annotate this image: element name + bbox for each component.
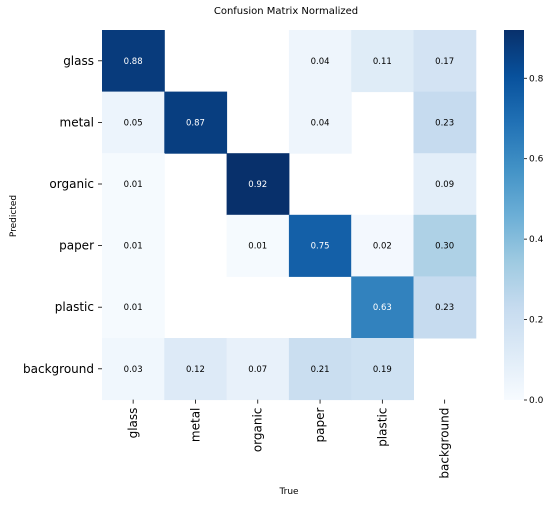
cell-value-label: 0.05 (124, 118, 143, 128)
cell-value-label: 0.75 (311, 242, 330, 252)
cell-value-label: 0.01 (124, 303, 143, 313)
heatmap-cell (288, 91, 352, 154)
colorbar (504, 30, 524, 400)
cell-value-label: 0.04 (311, 57, 330, 67)
heatmap-cell (351, 276, 414, 339)
colorbar-tick-label: 0.6 (529, 155, 544, 165)
cell-value-label: 0.30 (435, 242, 454, 252)
y-tick-label: paper (59, 239, 94, 253)
heatmap-cell (164, 91, 228, 154)
cell-value-label: 0.02 (373, 242, 392, 252)
heatmap-cell (413, 30, 477, 93)
x-tick-label: glass (126, 408, 140, 439)
cell-value-label: 0.17 (435, 57, 454, 67)
x-tick-label: plastic (375, 408, 389, 447)
heatmap-cell (102, 214, 165, 277)
cell-value-label: 0.92 (248, 180, 267, 190)
heatmap-cell (102, 276, 165, 339)
y-tick-label: organic (49, 177, 94, 191)
heatmap-cells: 0.88 0.04 0.11 0.17 0.05 0.87 0.04 0.23 0.01 0.92… (102, 30, 477, 401)
colorbar-tick-label: 0.2 (529, 316, 543, 326)
cell-value-label: 0.23 (435, 303, 454, 313)
cell-value-label: 0.19 (373, 365, 392, 375)
heatmap-cell (288, 214, 352, 277)
cell-value-label: 0.87 (186, 118, 205, 128)
heatmap-cell (102, 153, 165, 216)
heatmap-cell (164, 338, 228, 401)
y-tick-label: metal (60, 115, 94, 129)
colorbar-tick-label: 0.0 (529, 396, 544, 406)
cell-value-label: 0.09 (435, 180, 454, 190)
cell-value-label: 0.01 (124, 180, 143, 190)
x-axis-label: True (278, 487, 299, 497)
heatmap-cell (288, 338, 352, 401)
heatmap-cell (413, 91, 477, 154)
heatmap-cell (351, 30, 414, 93)
heatmap-cell (226, 153, 290, 216)
cell-value-label: 0.12 (186, 365, 205, 375)
heatmap-cell (413, 214, 477, 277)
y-tick-label: background (23, 362, 94, 376)
cell-value-label: 0.11 (373, 57, 392, 67)
cell-value-label: 0.01 (248, 242, 267, 252)
colorbar-ticks: 0.0 0.2 0.4 0.6 0.8 (524, 74, 544, 406)
heatmap-cell (413, 153, 477, 216)
cell-value-label: 0.07 (248, 365, 267, 375)
x-tick-label: background (438, 408, 452, 479)
heatmap-cell (413, 276, 477, 339)
cell-value-label: 0.63 (373, 303, 392, 313)
heatmap-cell (226, 214, 290, 277)
cell-value-label: 0.01 (124, 242, 143, 252)
colorbar-tick-label: 0.8 (529, 74, 544, 84)
heatmap-cell (102, 338, 165, 401)
cell-value-label: 0.23 (435, 118, 454, 128)
cell-value-label: 0.88 (124, 57, 143, 67)
x-tick-label: metal (188, 408, 202, 442)
heatmap-cell (102, 30, 165, 93)
cell-value-label: 0.03 (124, 365, 143, 375)
y-tick-label: glass (63, 54, 94, 68)
heatmap-cell (351, 338, 414, 401)
colorbar-tick-label: 0.4 (529, 235, 544, 245)
chart-title: Confusion Matrix Normalized (214, 6, 358, 17)
heatmap-cell (102, 91, 165, 154)
y-tick-label: plastic (55, 300, 94, 314)
heatmap-cell (226, 338, 290, 401)
x-tick-labels: glass metal organic paper plastic background (126, 399, 452, 479)
x-tick-label: organic (251, 408, 265, 453)
heatmap-cell (288, 30, 352, 93)
y-tick-labels: glass metal organic paper plastic background (23, 54, 102, 376)
heatmap-cell (351, 214, 414, 277)
cell-value-label: 0.04 (311, 118, 330, 128)
y-axis-label: Predicted (9, 195, 19, 237)
x-tick-label: paper (313, 408, 327, 443)
cell-value-label: 0.21 (311, 365, 330, 375)
